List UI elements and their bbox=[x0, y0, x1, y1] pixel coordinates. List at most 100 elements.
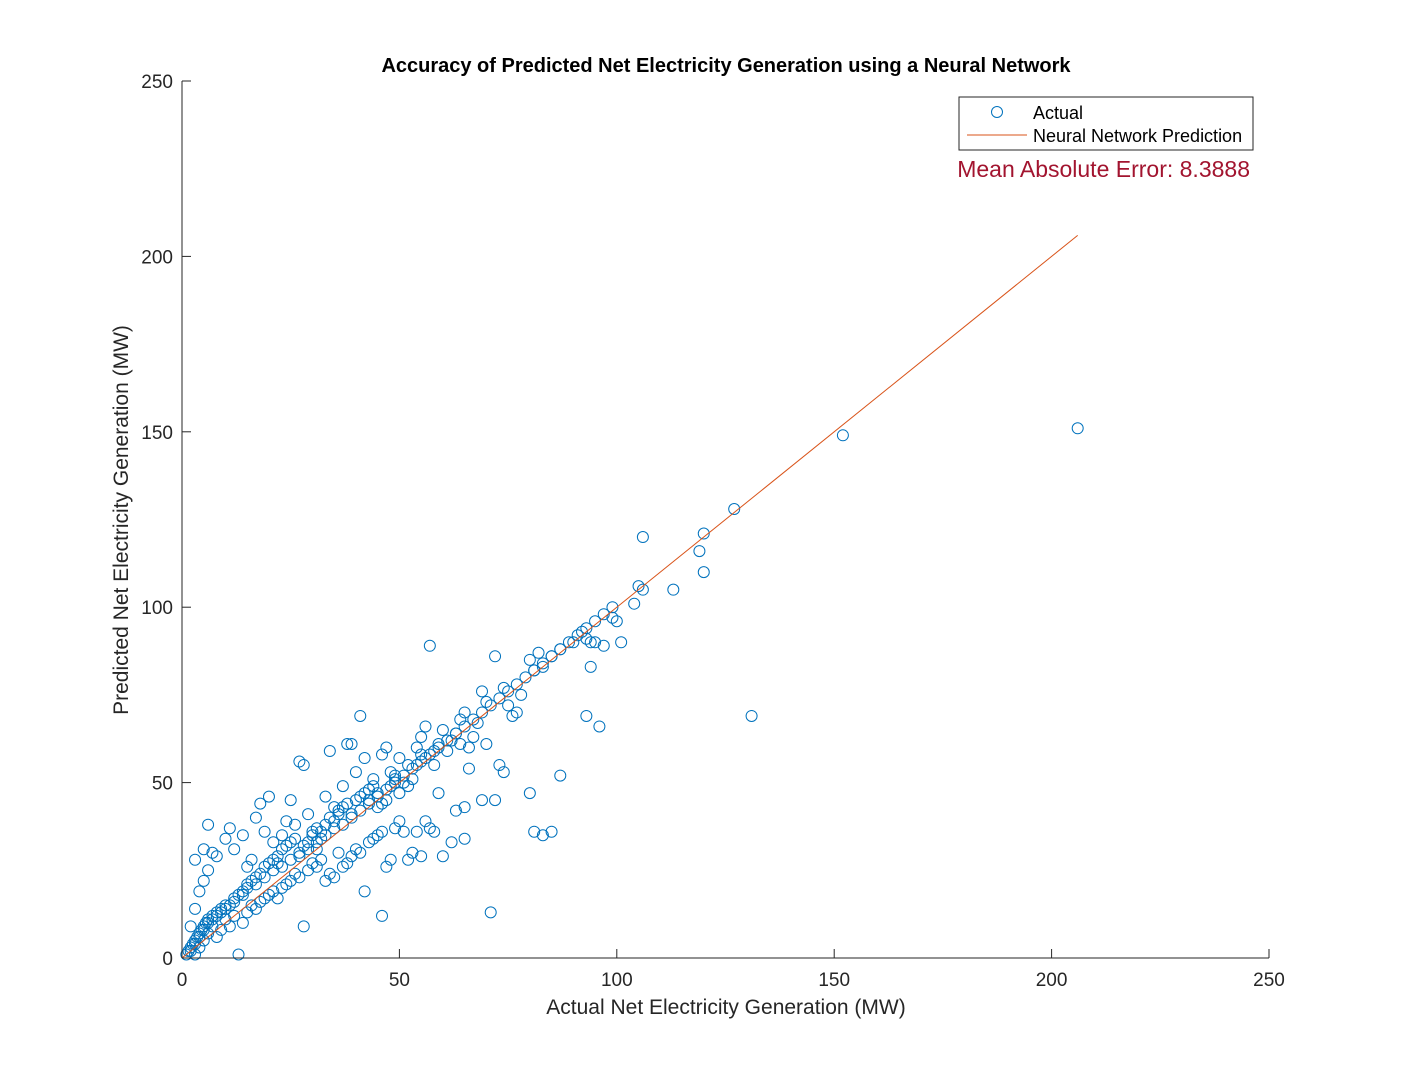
data-point bbox=[197, 920, 210, 933]
data-point bbox=[276, 881, 289, 894]
data-point bbox=[328, 801, 341, 814]
data-point bbox=[202, 916, 215, 929]
data-point bbox=[193, 927, 206, 940]
data-point bbox=[319, 874, 332, 887]
data-point bbox=[489, 650, 502, 663]
data-point bbox=[280, 839, 293, 852]
data-point bbox=[562, 636, 575, 649]
data-point bbox=[393, 752, 406, 765]
data-point bbox=[389, 776, 402, 789]
data-point bbox=[693, 545, 706, 558]
data-point bbox=[345, 811, 358, 824]
data-point bbox=[428, 825, 441, 838]
data-point bbox=[467, 713, 480, 726]
data-point bbox=[267, 853, 280, 866]
data-point bbox=[354, 846, 367, 859]
data-point bbox=[236, 885, 249, 898]
data-point bbox=[397, 769, 410, 782]
data-point bbox=[458, 832, 471, 845]
data-point bbox=[236, 888, 249, 901]
data-point bbox=[589, 615, 602, 628]
data-point bbox=[358, 752, 371, 765]
data-point bbox=[389, 769, 402, 782]
data-point bbox=[636, 583, 649, 596]
data-point bbox=[506, 709, 519, 722]
data-point bbox=[493, 692, 506, 705]
data-point bbox=[354, 709, 367, 722]
data-point bbox=[271, 892, 284, 905]
data-point bbox=[636, 531, 649, 544]
data-point bbox=[484, 906, 497, 919]
data-point bbox=[315, 832, 328, 845]
data-point bbox=[380, 741, 393, 754]
data-point bbox=[184, 944, 197, 957]
data-point bbox=[323, 745, 336, 758]
data-point bbox=[836, 429, 849, 442]
data-point bbox=[297, 839, 310, 852]
data-point bbox=[197, 843, 210, 856]
data-point bbox=[189, 937, 202, 950]
data-point bbox=[219, 899, 232, 912]
data-point bbox=[376, 797, 389, 810]
data-point bbox=[249, 811, 262, 824]
data-point bbox=[362, 797, 375, 810]
data-point bbox=[402, 853, 415, 866]
data-point bbox=[632, 580, 645, 593]
data-point bbox=[554, 769, 567, 782]
legend-box bbox=[958, 96, 1254, 151]
data-point bbox=[302, 864, 315, 877]
data-point bbox=[306, 825, 319, 838]
data-point bbox=[219, 832, 232, 845]
data-point bbox=[510, 706, 523, 719]
plot-area bbox=[180, 234, 1084, 961]
data-point bbox=[454, 713, 467, 726]
legend-label-prediction: Neural Network Prediction bbox=[1033, 126, 1242, 146]
data-point bbox=[436, 850, 449, 863]
data-point bbox=[284, 853, 297, 866]
data-point bbox=[332, 808, 345, 821]
data-point bbox=[371, 829, 384, 842]
data-point bbox=[349, 794, 362, 807]
data-point bbox=[328, 822, 341, 835]
data-point bbox=[462, 741, 475, 754]
data-point bbox=[189, 934, 202, 947]
data-point bbox=[210, 909, 223, 922]
data-point bbox=[545, 825, 558, 838]
data-point bbox=[271, 857, 284, 870]
data-point bbox=[354, 804, 367, 817]
data-point bbox=[206, 913, 219, 926]
data-point bbox=[554, 643, 567, 656]
data-point bbox=[597, 639, 610, 652]
data-point bbox=[419, 752, 432, 765]
data-point bbox=[349, 843, 362, 856]
data-point bbox=[210, 930, 223, 943]
data-point bbox=[384, 766, 397, 779]
y-tick-label: 100 bbox=[141, 598, 173, 619]
data-point bbox=[362, 836, 375, 849]
data-point bbox=[471, 716, 484, 729]
data-point bbox=[310, 822, 323, 835]
data-point bbox=[232, 888, 245, 901]
data-point bbox=[445, 836, 458, 849]
data-point bbox=[193, 930, 206, 943]
data-point bbox=[206, 920, 219, 933]
data-point bbox=[345, 850, 358, 863]
data-point bbox=[341, 738, 354, 751]
y-axis-ticks: 0 50 100 150 200 250 bbox=[141, 72, 191, 970]
data-point bbox=[384, 780, 397, 793]
data-point bbox=[519, 671, 532, 684]
data-point bbox=[523, 653, 536, 666]
data-point bbox=[236, 916, 249, 929]
data-point bbox=[697, 566, 710, 579]
data-point bbox=[367, 832, 380, 845]
data-point bbox=[745, 709, 758, 722]
data-point bbox=[419, 720, 432, 733]
data-point bbox=[576, 625, 589, 638]
data-point bbox=[502, 699, 515, 712]
data-point bbox=[393, 787, 406, 800]
data-point bbox=[432, 741, 445, 754]
data-point bbox=[415, 850, 428, 863]
data-point bbox=[515, 688, 528, 701]
data-point bbox=[415, 755, 428, 768]
